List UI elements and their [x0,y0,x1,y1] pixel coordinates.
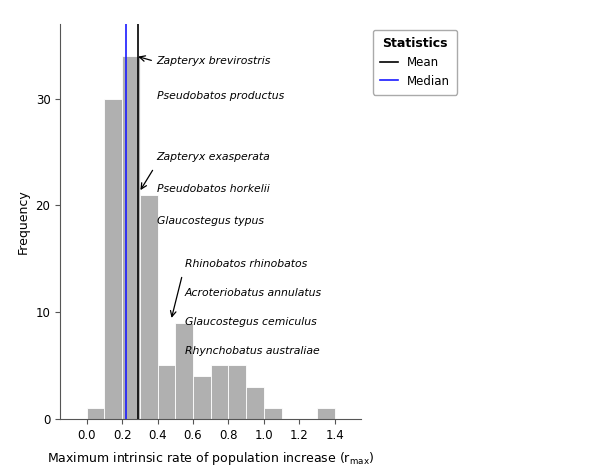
Bar [228,366,246,419]
Bar [105,99,122,419]
Text: Zapteryx exasperata: Zapteryx exasperata [157,152,270,162]
Text: Glaucostegus typus: Glaucostegus typus [157,216,264,227]
Bar [87,408,105,419]
Bar [264,408,282,419]
Bar [140,195,158,419]
Text: Acroteriobatus annulatus: Acroteriobatus annulatus [185,288,322,298]
Bar [193,376,211,419]
Bar [211,366,228,419]
Text: Glaucostegus cemiculus: Glaucostegus cemiculus [185,317,317,327]
X-axis label: Maximum intrinsic rate of population increase (r$_{\mathregular{max}}$): Maximum intrinsic rate of population inc… [47,450,374,467]
Bar [122,56,140,419]
Text: Rhinobatos rhinobatos: Rhinobatos rhinobatos [185,259,307,269]
Legend: Mean, Median: Mean, Median [373,30,458,95]
Bar [158,366,175,419]
Y-axis label: Frequency: Frequency [17,189,30,254]
Text: Pseudobatos horkelii: Pseudobatos horkelii [157,184,270,194]
Text: Pseudobatos productus: Pseudobatos productus [157,91,284,101]
Text: Rhynchobatus australiae: Rhynchobatus australiae [185,346,320,356]
Bar [175,323,193,419]
Text: Zapteryx brevirostris: Zapteryx brevirostris [157,56,271,66]
Bar [317,408,335,419]
Bar [246,387,264,419]
